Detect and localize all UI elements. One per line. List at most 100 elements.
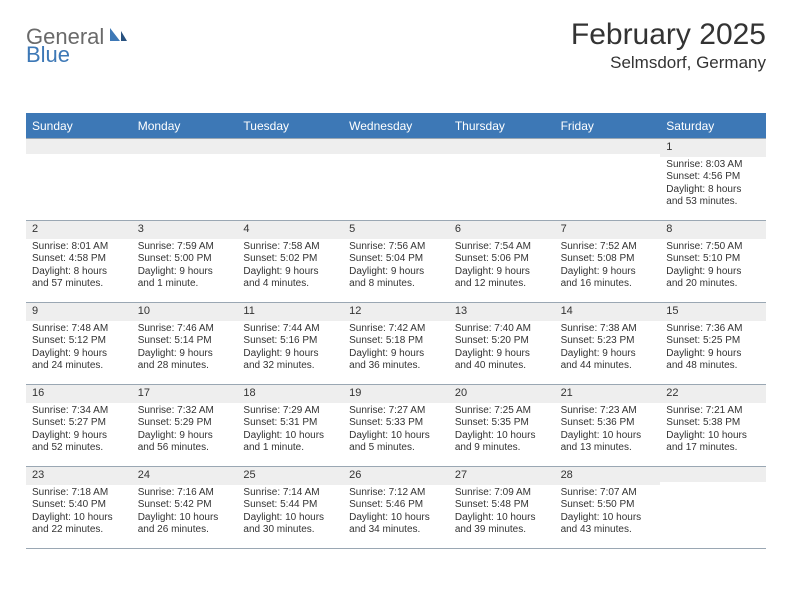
day-number [449, 139, 555, 154]
cell-content: Sunrise: 7:46 AMSunset: 5:14 PMDaylight:… [132, 321, 238, 377]
weekday-header-cell: Wednesday [343, 114, 449, 138]
daylight1-label: Daylight: 9 hours [561, 266, 655, 279]
sunset-label: Sunset: 5:23 PM [561, 335, 655, 348]
sunset-label: Sunset: 5:00 PM [138, 253, 232, 266]
calendar-cell: 27Sunrise: 7:09 AMSunset: 5:48 PMDayligh… [449, 466, 555, 548]
cell-content: Sunrise: 7:48 AMSunset: 5:12 PMDaylight:… [26, 321, 132, 377]
daylight1-label: Daylight: 9 hours [32, 430, 126, 443]
cell-content: Sunrise: 7:42 AMSunset: 5:18 PMDaylight:… [343, 321, 449, 377]
daylight1-label: Daylight: 9 hours [666, 348, 760, 361]
cell-content: Sunrise: 7:59 AMSunset: 5:00 PMDaylight:… [132, 239, 238, 295]
calendar-cell-blank [132, 138, 238, 220]
daylight2-label: and 32 minutes. [243, 360, 337, 373]
daylight1-label: Daylight: 9 hours [138, 266, 232, 279]
calendar-cell: 19Sunrise: 7:27 AMSunset: 5:33 PMDayligh… [343, 384, 449, 466]
sunrise-label: Sunrise: 7:52 AM [561, 241, 655, 254]
brand-part2-wrap: Blue [26, 42, 70, 68]
calendar-cell: 12Sunrise: 7:42 AMSunset: 5:18 PMDayligh… [343, 302, 449, 384]
day-number [132, 139, 238, 154]
calendar-cell-blank [237, 138, 343, 220]
calendar-cell: 21Sunrise: 7:23 AMSunset: 5:36 PMDayligh… [555, 384, 661, 466]
calendar-cell: 20Sunrise: 7:25 AMSunset: 5:35 PMDayligh… [449, 384, 555, 466]
daylight1-label: Daylight: 10 hours [349, 512, 443, 525]
cell-content [237, 154, 343, 160]
day-number: 21 [555, 385, 661, 403]
sunrise-label: Sunrise: 7:09 AM [455, 487, 549, 500]
cell-content: Sunrise: 7:56 AMSunset: 5:04 PMDaylight:… [343, 239, 449, 295]
brand-part2: Blue [26, 42, 70, 67]
day-number: 9 [26, 303, 132, 321]
daylight1-label: Daylight: 9 hours [32, 348, 126, 361]
calendar-cell-blank [449, 138, 555, 220]
cell-content: Sunrise: 7:23 AMSunset: 5:36 PMDaylight:… [555, 403, 661, 459]
daylight2-label: and 13 minutes. [561, 442, 655, 455]
sunrise-label: Sunrise: 7:23 AM [561, 405, 655, 418]
sunrise-label: Sunrise: 7:14 AM [243, 487, 337, 500]
sunset-label: Sunset: 5:08 PM [561, 253, 655, 266]
cell-content [660, 482, 766, 488]
sunset-label: Sunset: 5:04 PM [349, 253, 443, 266]
sunrise-label: Sunrise: 7:46 AM [138, 323, 232, 336]
day-number: 17 [132, 385, 238, 403]
sunrise-label: Sunrise: 7:40 AM [455, 323, 549, 336]
sunset-label: Sunset: 5:20 PM [455, 335, 549, 348]
day-number: 23 [26, 467, 132, 485]
calendar-cell: 2Sunrise: 8:01 AMSunset: 4:58 PMDaylight… [26, 220, 132, 302]
day-number: 3 [132, 221, 238, 239]
sunset-label: Sunset: 5:33 PM [349, 417, 443, 430]
sunset-label: Sunset: 5:14 PM [138, 335, 232, 348]
sunrise-label: Sunrise: 8:03 AM [666, 159, 760, 172]
daylight2-label: and 52 minutes. [32, 442, 126, 455]
sunrise-label: Sunrise: 7:56 AM [349, 241, 443, 254]
sunset-label: Sunset: 5:46 PM [349, 499, 443, 512]
sunset-label: Sunset: 5:35 PM [455, 417, 549, 430]
sunrise-label: Sunrise: 7:36 AM [666, 323, 760, 336]
daylight1-label: Daylight: 9 hours [666, 266, 760, 279]
cell-content: Sunrise: 7:16 AMSunset: 5:42 PMDaylight:… [132, 485, 238, 541]
daylight1-label: Daylight: 9 hours [349, 266, 443, 279]
sunrise-label: Sunrise: 7:48 AM [32, 323, 126, 336]
daylight2-label: and 56 minutes. [138, 442, 232, 455]
day-number: 18 [237, 385, 343, 403]
sunset-label: Sunset: 5:42 PM [138, 499, 232, 512]
day-number: 2 [26, 221, 132, 239]
daylight2-label: and 39 minutes. [455, 524, 549, 537]
cell-content: Sunrise: 7:25 AMSunset: 5:35 PMDaylight:… [449, 403, 555, 459]
daylight2-label: and 53 minutes. [666, 196, 760, 209]
daylight1-label: Daylight: 10 hours [138, 512, 232, 525]
day-number: 28 [555, 467, 661, 485]
cell-content: Sunrise: 7:32 AMSunset: 5:29 PMDaylight:… [132, 403, 238, 459]
day-number: 20 [449, 385, 555, 403]
calendar-cell-blank [26, 138, 132, 220]
cell-content: Sunrise: 7:40 AMSunset: 5:20 PMDaylight:… [449, 321, 555, 377]
daylight2-label: and 4 minutes. [243, 278, 337, 291]
sunset-label: Sunset: 5:25 PM [666, 335, 760, 348]
calendar-cell: 5Sunrise: 7:56 AMSunset: 5:04 PMDaylight… [343, 220, 449, 302]
day-number: 6 [449, 221, 555, 239]
calendar-cell: 23Sunrise: 7:18 AMSunset: 5:40 PMDayligh… [26, 466, 132, 548]
day-number: 24 [132, 467, 238, 485]
daylight1-label: Daylight: 10 hours [243, 430, 337, 443]
calendar-cell: 26Sunrise: 7:12 AMSunset: 5:46 PMDayligh… [343, 466, 449, 548]
daylight1-label: Daylight: 10 hours [349, 430, 443, 443]
daylight2-label: and 44 minutes. [561, 360, 655, 373]
sunset-label: Sunset: 4:58 PM [32, 253, 126, 266]
day-number [555, 139, 661, 154]
daylight2-label: and 1 minute. [243, 442, 337, 455]
daylight2-label: and 1 minute. [138, 278, 232, 291]
sunset-label: Sunset: 5:29 PM [138, 417, 232, 430]
cell-content: Sunrise: 7:44 AMSunset: 5:16 PMDaylight:… [237, 321, 343, 377]
cell-content: Sunrise: 7:21 AMSunset: 5:38 PMDaylight:… [660, 403, 766, 459]
cell-content: Sunrise: 8:03 AMSunset: 4:56 PMDaylight:… [660, 157, 766, 213]
daylight2-label: and 34 minutes. [349, 524, 443, 537]
day-number: 16 [26, 385, 132, 403]
daylight2-label: and 17 minutes. [666, 442, 760, 455]
day-number: 1 [660, 139, 766, 157]
weekday-header-cell: Monday [132, 114, 238, 138]
daylight1-label: Daylight: 9 hours [243, 266, 337, 279]
cell-content: Sunrise: 7:36 AMSunset: 5:25 PMDaylight:… [660, 321, 766, 377]
day-number [660, 467, 766, 482]
sunset-label: Sunset: 5:06 PM [455, 253, 549, 266]
day-number: 22 [660, 385, 766, 403]
day-number: 26 [343, 467, 449, 485]
